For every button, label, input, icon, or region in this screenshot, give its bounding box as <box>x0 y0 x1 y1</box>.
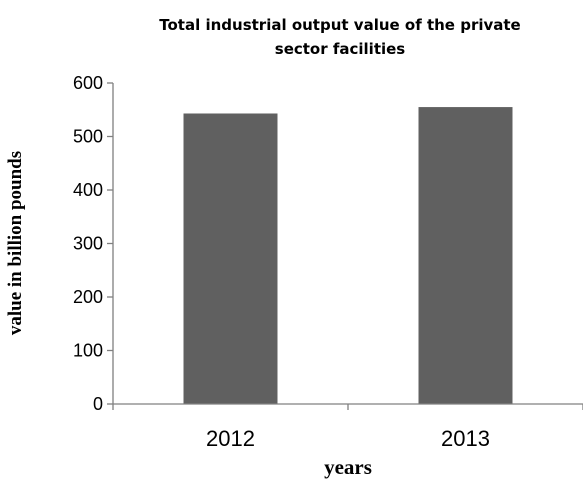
chart-title: Total industrial output value of the pri… <box>159 16 520 58</box>
y-tick-label: 400 <box>73 180 103 200</box>
y-tick-label: 200 <box>73 287 103 307</box>
chart-title-line-2: sector facilities <box>275 40 406 58</box>
bars-group <box>183 107 513 405</box>
bar-2013 <box>418 107 513 404</box>
y-tick-label: 300 <box>73 234 103 254</box>
x-tick-label: 2013 <box>441 426 490 451</box>
y-tick-label: 600 <box>73 73 103 93</box>
chart-title-line-1: Total industrial output value of the pri… <box>159 16 520 34</box>
y-tick-label: 100 <box>73 341 103 361</box>
y-tick-label: 0 <box>93 394 103 414</box>
x-axis-title: years <box>324 455 372 479</box>
x-axis-ticks: 2012 2013 <box>112 404 583 451</box>
x-tick-label: 2012 <box>206 426 255 451</box>
y-axis-ticks: 0 100 200 300 400 500 600 <box>73 73 113 414</box>
y-tick-label: 500 <box>73 127 103 147</box>
bar-2012 <box>183 113 278 405</box>
y-axis-title: value in billion pounds <box>5 151 26 335</box>
